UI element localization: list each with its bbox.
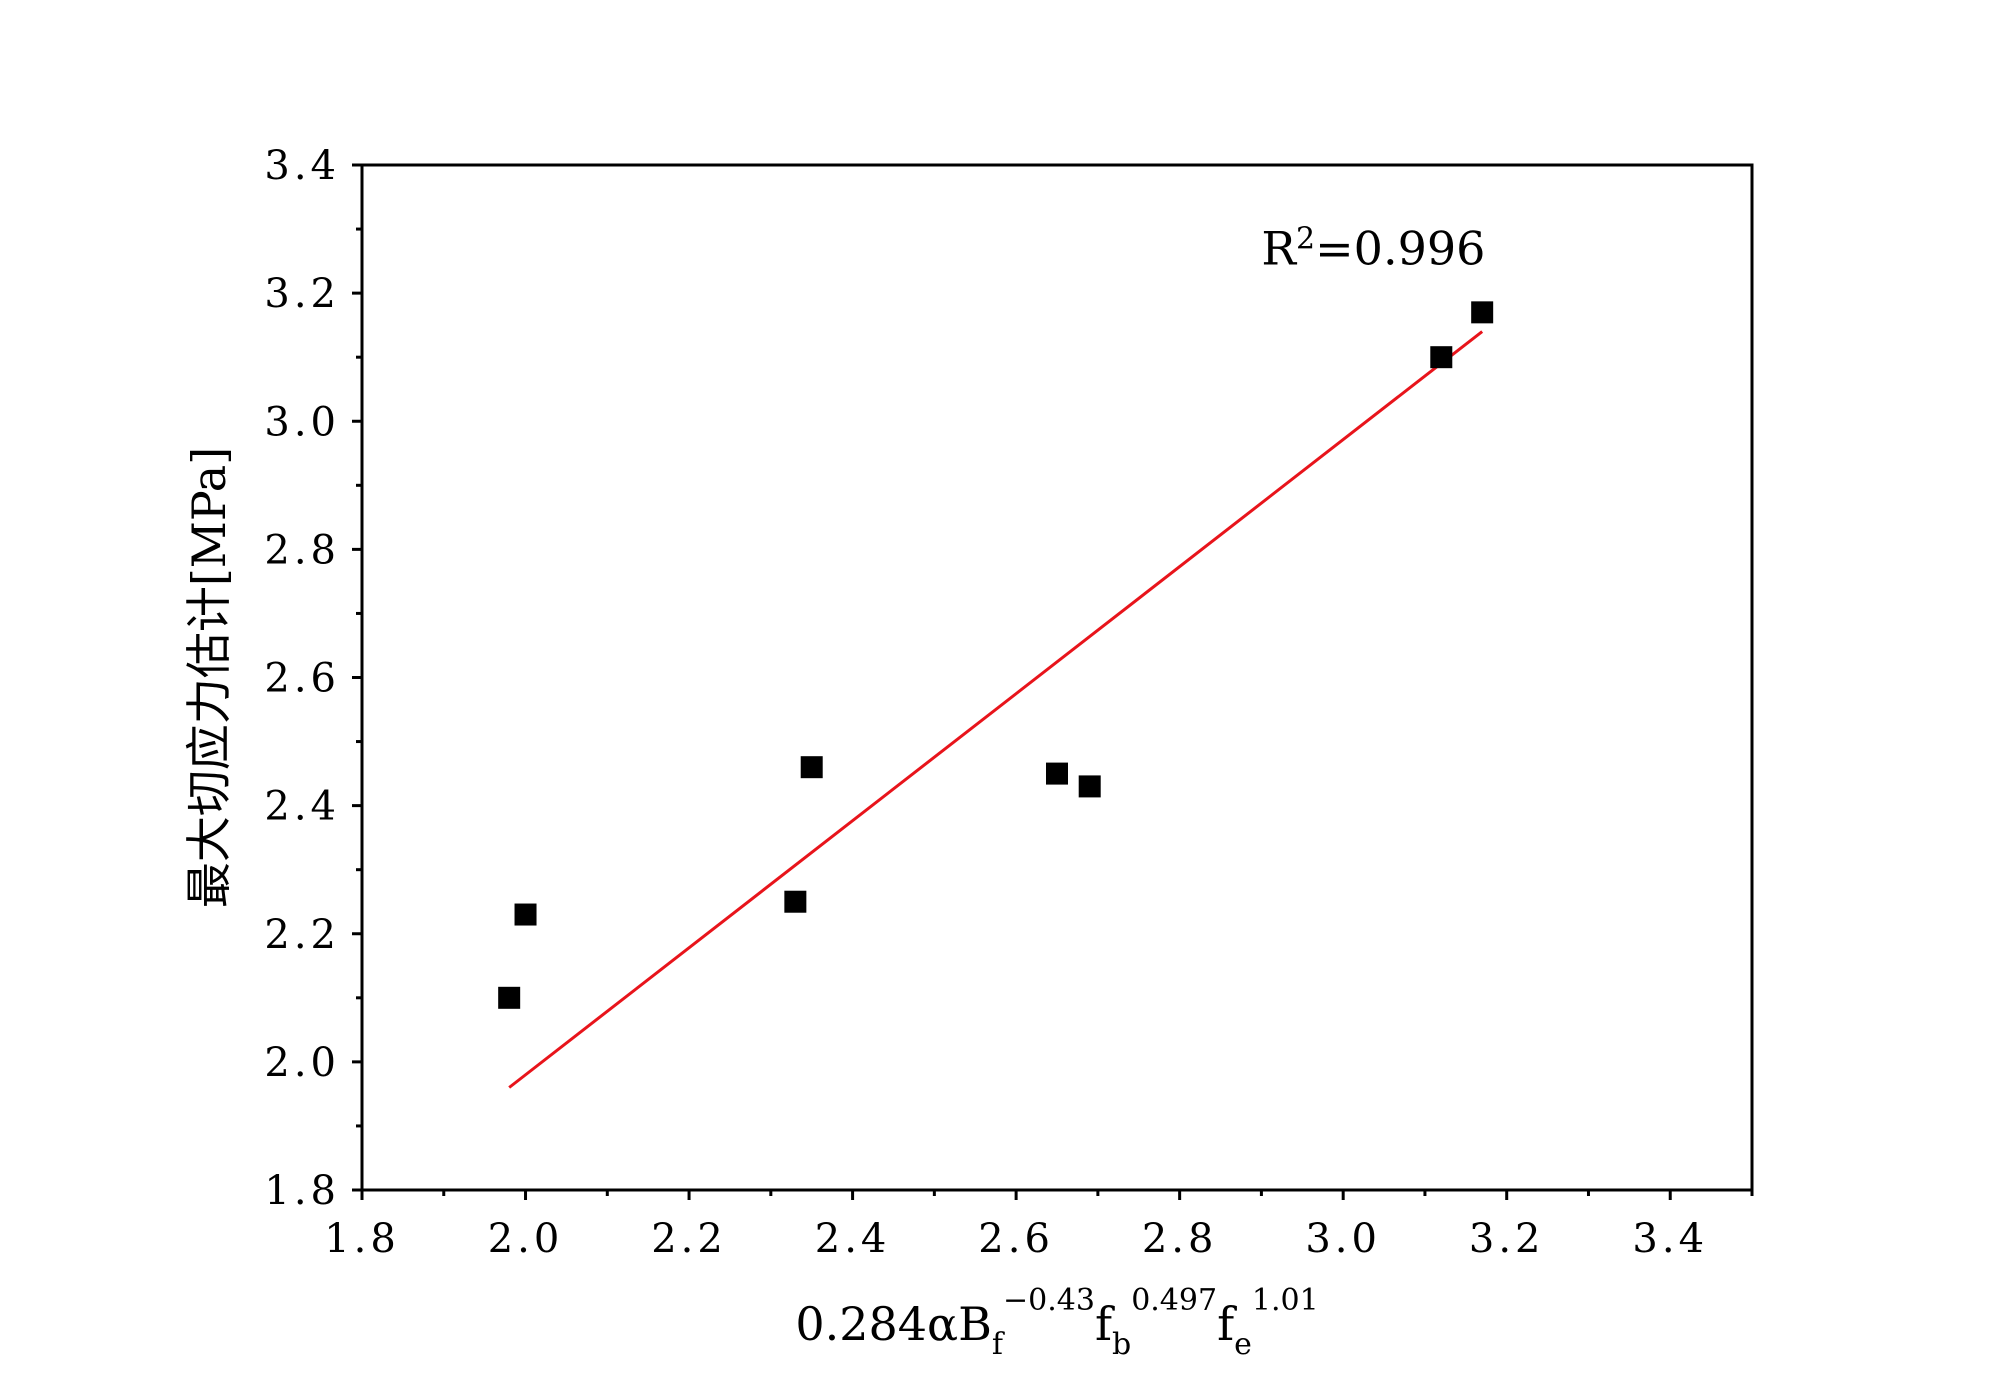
data-point xyxy=(800,756,823,779)
x-tick-label: 2.4 xyxy=(815,1216,891,1262)
fit-line xyxy=(508,330,1484,1089)
x-tick-label: 3.4 xyxy=(1632,1216,1708,1262)
x-tick-label: 2.2 xyxy=(651,1216,727,1262)
x-tick-label: 1.8 xyxy=(324,1216,400,1262)
data-point xyxy=(498,986,521,1009)
y-tick-label: 3.0 xyxy=(264,399,340,445)
x-tick-label: 3.2 xyxy=(1469,1216,1545,1262)
data-point xyxy=(1430,346,1453,369)
data-point xyxy=(1078,775,1101,798)
data-points xyxy=(498,301,1494,1009)
r-squared-annotation: R2=0.996 xyxy=(1261,221,1485,275)
y-tick-label: 2.8 xyxy=(264,527,340,573)
y-tick-label: 3.4 xyxy=(264,143,340,189)
y-tick-label: 1.8 xyxy=(264,1168,340,1214)
y-tick-label: 2.0 xyxy=(264,1040,340,1086)
data-point xyxy=(514,903,537,926)
x-tick-label: 3.0 xyxy=(1305,1216,1381,1262)
y-tick-label: 3.2 xyxy=(264,271,340,317)
x-tick-label: 2.8 xyxy=(1142,1216,1218,1262)
y-tick-label: 2.2 xyxy=(264,912,340,958)
data-point xyxy=(1046,762,1068,785)
y-axis-title: 最大切应力估计[MPa] xyxy=(182,447,236,908)
x-axis-title: 0.284αBf−0.43fb0.497fe1.01 xyxy=(795,1283,1318,1362)
y-tick-label: 2.6 xyxy=(264,656,340,702)
y-axis-ticks xyxy=(352,163,362,1192)
plot-frame xyxy=(360,163,1754,1192)
fit-line-layer xyxy=(508,330,1484,1089)
y-tick-labels: 1.8 2.0 2.2 2.4 2.6 2.8 3.0 3.2 3.4 xyxy=(264,143,340,1214)
data-point xyxy=(784,890,807,913)
y-tick-label: 2.4 xyxy=(264,784,340,830)
x-tick-labels: 1.8 2.0 2.2 2.4 2.6 2.8 3.0 3.2 3.4 xyxy=(324,1216,1708,1262)
x-tick-label: 2.6 xyxy=(978,1216,1054,1262)
data-point xyxy=(1471,301,1494,324)
x-tick-label: 2.0 xyxy=(488,1216,564,1262)
